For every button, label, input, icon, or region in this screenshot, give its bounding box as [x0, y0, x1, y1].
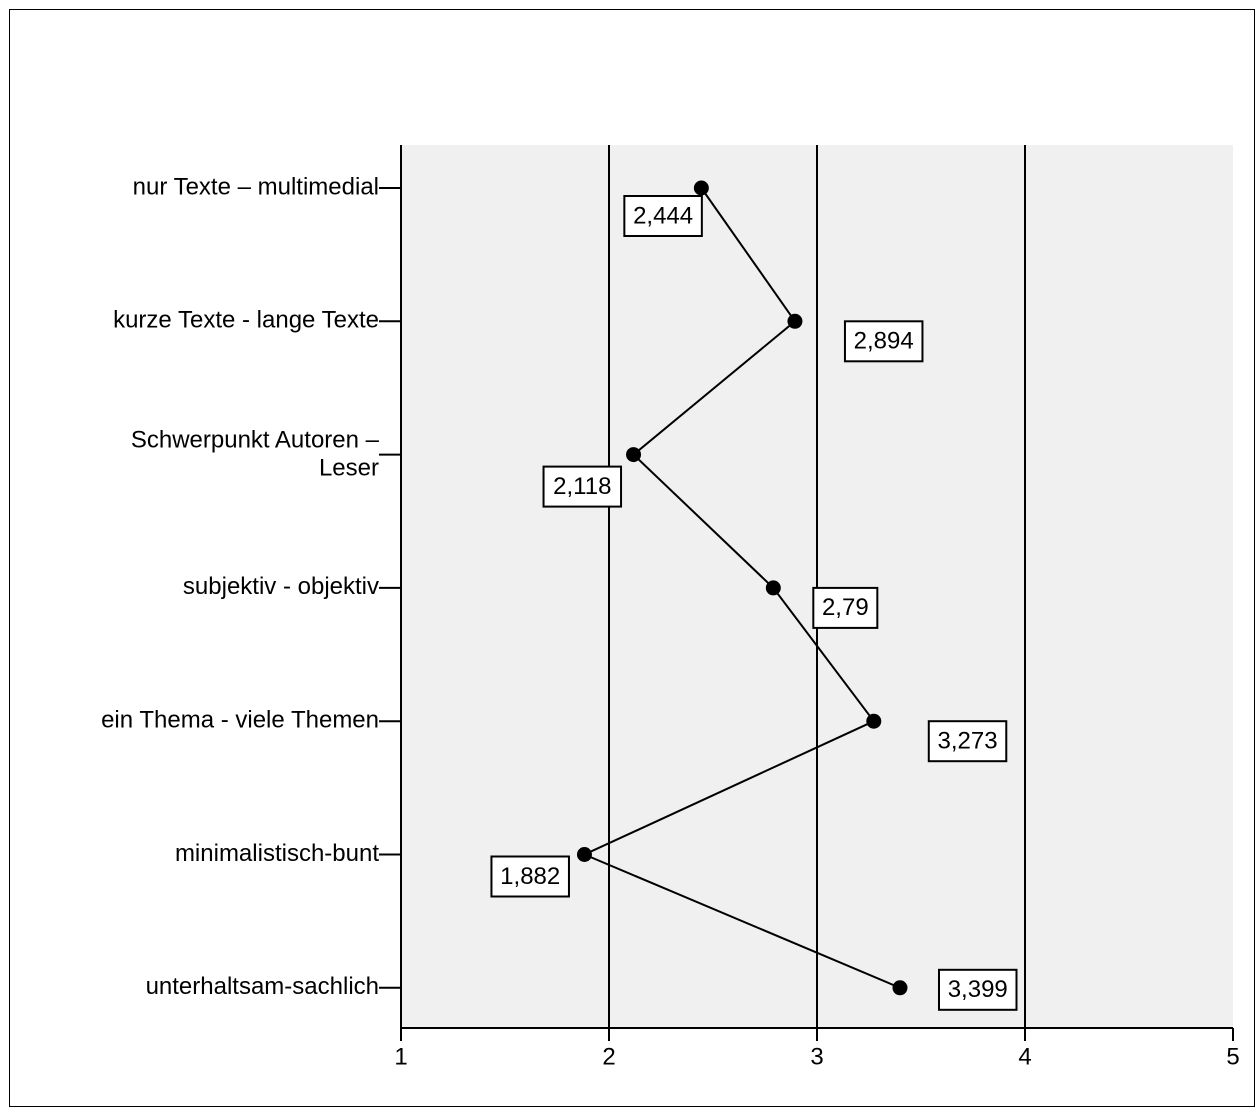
data-label-box [927, 720, 1008, 763]
x-tick-label: 5 [1226, 1043, 1239, 1070]
data-label: 2,118 [553, 473, 611, 500]
data-label: 3,273 [938, 728, 998, 755]
data-label-box [843, 320, 924, 363]
data-point [866, 713, 882, 729]
y-tick-label: Schwerpunkt Autoren – Leser [131, 427, 380, 482]
x-tick-label: 1 [394, 1043, 407, 1070]
data-label-box [623, 195, 703, 237]
data-point [892, 980, 908, 996]
data-label-box [937, 968, 1018, 1011]
data-label: 2,444 [633, 202, 693, 229]
data-point [693, 180, 709, 196]
y-tick-label: ein Thema - viele Themen [101, 707, 379, 734]
x-tick-label: 2 [602, 1043, 615, 1070]
y-tick-label: kurze Texte - lange Texte [113, 307, 379, 334]
x-tick-label: 4 [1018, 1043, 1031, 1070]
data-point [765, 580, 781, 596]
data-point [576, 847, 592, 862]
data-label: 2,894 [854, 328, 914, 355]
data-label: 2,79 [822, 594, 869, 621]
y-tick-label: unterhaltsam-sachlich [146, 973, 379, 1000]
data-label-box [542, 465, 623, 508]
x-tick-label: 3 [810, 1043, 823, 1070]
data-label: 3,399 [948, 976, 1008, 1003]
y-tick-label: subjektiv - objektiv [183, 573, 379, 600]
data-point [626, 447, 642, 463]
data-label: 1,882 [500, 863, 560, 890]
data-point [787, 313, 803, 329]
y-tick-label: minimalistisch-bunt [175, 840, 379, 867]
data-label-box [812, 586, 879, 629]
y-tick-label: nur Texte – multimedial [133, 173, 379, 200]
data-label-box [490, 855, 570, 898]
